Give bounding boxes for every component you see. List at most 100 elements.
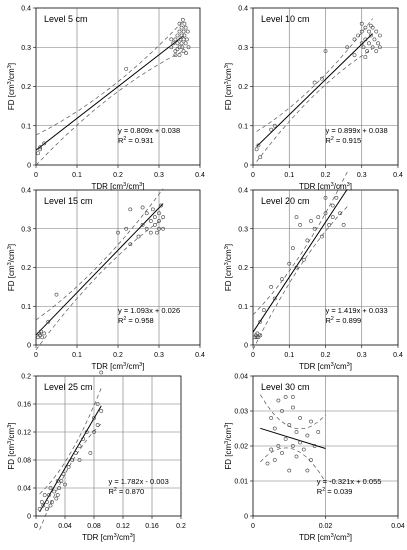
data-point: [136, 234, 141, 239]
data-point: [161, 215, 166, 220]
panel-title: Level 10 cm: [261, 14, 310, 24]
data-point: [182, 33, 187, 38]
r-squared: R2 = 0.899: [326, 316, 362, 325]
y-tick-label: 0.03: [234, 409, 248, 416]
confidence-lower: [39, 423, 102, 530]
x-tick-label: 0.1: [284, 172, 294, 179]
fit-equation: y = 0.899x + 0.038: [326, 126, 388, 135]
x-axis-label: TDR [cm3/cm3]: [92, 182, 145, 191]
y-tick-label: 0.3: [21, 226, 31, 233]
data-point: [305, 238, 310, 243]
data-point: [152, 222, 157, 227]
x-tick-label: 0.04: [58, 523, 72, 530]
regression-line: [39, 405, 102, 513]
data-point: [39, 500, 44, 504]
x-tick-label: 0.12: [116, 523, 130, 530]
data-point: [144, 211, 149, 216]
data-point: [59, 479, 64, 483]
data-point: [36, 151, 40, 156]
x-tick-label: 0.04: [391, 523, 405, 530]
x-tick-label: 0.2: [321, 172, 331, 179]
data-point: [157, 219, 161, 223]
data-point: [301, 257, 306, 262]
confidence-lower: [252, 206, 348, 350]
data-point: [48, 486, 53, 490]
data-point: [341, 222, 346, 227]
x-tick-label: 0.1: [284, 352, 294, 359]
data-point: [175, 33, 180, 38]
data-point: [363, 55, 368, 59]
data-point: [179, 41, 184, 46]
data-point: [276, 444, 281, 448]
data-point: [365, 49, 370, 54]
data-point: [323, 195, 328, 200]
y-tick-label: 0.04: [17, 486, 31, 493]
data-point: [272, 426, 277, 431]
x-axis-label: TDR [cm3/cm3]: [299, 533, 352, 542]
chart-panel-5: 0 0.04 0.08 0.12 0.16 0.2 0 0.04 0.08 0.12 0.16 0.2…: [7, 370, 186, 542]
fit-equation: y = 1.093x + 0.026: [118, 306, 180, 315]
regression-line: [260, 427, 326, 449]
data-point: [323, 49, 328, 54]
y-tick-label: 0.4: [238, 6, 248, 13]
data-point: [280, 409, 284, 413]
data-point: [252, 335, 257, 340]
data-point: [370, 45, 375, 50]
data-point: [42, 331, 47, 336]
x-tick-label: 0.4: [195, 172, 205, 179]
data-point: [258, 333, 263, 338]
data-point: [182, 21, 187, 26]
x-tick-label: 0: [251, 523, 255, 530]
data-point: [367, 29, 371, 34]
data-point: [376, 41, 380, 46]
data-point: [159, 203, 163, 208]
data-point: [184, 51, 188, 56]
x-tick-label: 0: [34, 523, 38, 530]
data-point: [55, 493, 60, 497]
y-tick-label: 0.3: [238, 226, 248, 233]
data-point: [171, 41, 176, 46]
data-point: [330, 215, 335, 220]
y-tick-label: 0: [27, 343, 31, 350]
data-point: [124, 226, 129, 231]
x-tick-label: 0: [34, 352, 38, 359]
data-point: [258, 155, 263, 160]
data-point: [372, 37, 377, 42]
data-point: [312, 226, 317, 231]
data-point: [161, 226, 166, 231]
data-point: [88, 451, 93, 455]
x-tick-label: 0.3: [357, 172, 367, 179]
data-point: [177, 45, 182, 50]
data-point: [287, 261, 292, 266]
data-point: [44, 507, 49, 511]
chart-panel-1: 0 0.1 0.2 0.3 0.4 0 0.1 0.2 0.3 0.4 Level 5 cm y = …: [7, 6, 205, 192]
confidence-upper: [35, 188, 164, 321]
y-tick-label: 0: [27, 514, 31, 521]
data-point: [175, 47, 180, 52]
y-tick-label: 0.3: [238, 45, 248, 52]
data-point: [152, 215, 157, 220]
confidence-lower: [260, 447, 326, 483]
y-tick-label: 0.12: [17, 430, 31, 437]
data-point: [319, 234, 324, 239]
data-point: [44, 500, 49, 504]
data-point: [50, 500, 54, 504]
data-point: [175, 41, 180, 46]
x-tick-label: 0.1: [72, 352, 82, 359]
y-tick-label: 0.2: [238, 84, 248, 91]
data-point: [359, 21, 364, 26]
x-axis-label: TDR [cm3/cm3]: [92, 362, 145, 371]
data-point: [330, 203, 335, 208]
chart-panel-2: 0 0.1 0.2 0.3 0.4 0 0.1 0.2 0.3 0.4 Level 10 cm y =…: [224, 6, 403, 192]
x-tick-label: 0.3: [154, 172, 164, 179]
data-point: [181, 29, 186, 34]
data-point: [173, 53, 178, 58]
data-point: [70, 458, 75, 462]
data-point: [180, 17, 185, 22]
data-point: [40, 335, 45, 340]
data-point: [269, 416, 274, 420]
r-squared: R2 = 0.039: [317, 487, 353, 496]
y-axis-label: FD [cm3/cm3]: [7, 244, 16, 291]
data-point: [256, 143, 261, 148]
